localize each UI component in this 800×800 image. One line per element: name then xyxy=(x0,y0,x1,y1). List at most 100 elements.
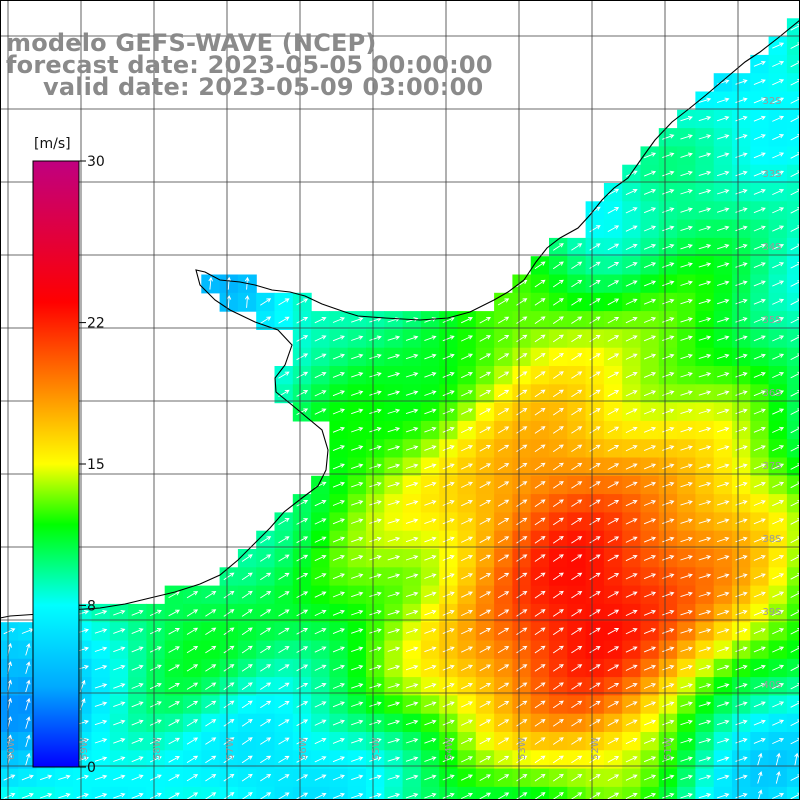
wind-arrow xyxy=(442,408,455,415)
wind-arrow xyxy=(369,481,382,488)
wind-arrow xyxy=(461,628,473,635)
wind-arrow xyxy=(241,609,253,617)
wind-arrow xyxy=(516,389,528,398)
speed-cell xyxy=(786,347,800,367)
wind-arrow xyxy=(205,737,217,745)
wind-arrow xyxy=(716,610,730,616)
speed-cell xyxy=(750,786,770,800)
wind-arrow xyxy=(497,572,510,580)
wind-arrow xyxy=(168,756,180,763)
wind-arrow xyxy=(735,500,748,506)
wind-arrow xyxy=(753,500,766,506)
wind-arrow xyxy=(735,298,748,305)
speed-cell xyxy=(786,713,800,733)
wind-arrow xyxy=(643,701,657,708)
wind-arrow xyxy=(698,536,712,543)
wind-arrow xyxy=(571,389,583,398)
wind-arrow xyxy=(571,755,583,764)
wind-arrow xyxy=(772,188,785,196)
wind-arrow xyxy=(643,170,657,177)
wind-arrow xyxy=(405,646,419,652)
speed-cell xyxy=(786,164,800,184)
wind-arrow xyxy=(772,463,785,470)
wind-arrow xyxy=(278,755,290,763)
wind-arrow xyxy=(589,353,601,361)
wind-arrow xyxy=(680,280,693,286)
wind-arrow xyxy=(698,445,712,451)
wind-arrow xyxy=(369,555,382,561)
wind-arrow xyxy=(351,774,364,781)
wind-arrow xyxy=(461,481,473,488)
wind-arrow xyxy=(516,572,528,581)
wind-arrow xyxy=(716,280,730,286)
wind-arrow xyxy=(772,298,785,305)
wind-arrow xyxy=(607,591,620,598)
wind-arrow xyxy=(387,701,401,707)
wind-arrow xyxy=(461,353,473,360)
wind-arrow xyxy=(607,243,620,251)
wind-arrow xyxy=(405,591,419,598)
wind-arrow xyxy=(753,701,766,708)
wind-arrow xyxy=(186,700,199,709)
wind-arrow xyxy=(571,261,583,269)
wind-arrow xyxy=(589,572,601,580)
wind-arrow xyxy=(625,518,638,525)
wind-arrow xyxy=(735,225,748,232)
wind-arrow xyxy=(662,719,675,726)
wind-arrow xyxy=(278,737,290,745)
latitude-label: 36S xyxy=(762,388,781,399)
speed-cell xyxy=(549,786,568,800)
wind-arrow xyxy=(223,737,235,745)
wind-arrow xyxy=(296,499,309,507)
wind-arrow xyxy=(516,773,528,782)
longitude-label: 56W xyxy=(298,737,309,760)
speed-cell xyxy=(786,567,800,587)
wind-arrow xyxy=(662,170,675,177)
wind-arrow xyxy=(296,737,309,745)
wind-arrow xyxy=(314,609,327,617)
wind-arrow xyxy=(479,646,492,653)
wind-arrow xyxy=(424,536,437,543)
wind-arrow xyxy=(186,774,199,782)
wind-arrow xyxy=(278,664,290,672)
wind-arrow xyxy=(314,317,327,324)
valid-date: valid date: 2023-05-09 03:00:00 xyxy=(43,73,484,101)
wind-arrow xyxy=(278,298,290,306)
wind-arrow xyxy=(332,701,345,708)
wind-arrow xyxy=(794,752,799,766)
colorbar-tick-label: 15 xyxy=(87,457,105,473)
wind-arrow xyxy=(534,279,546,288)
wind-arrow xyxy=(753,60,766,67)
wind-arrow xyxy=(369,628,382,634)
wind-arrow xyxy=(296,554,309,562)
wind-arrow xyxy=(332,500,345,506)
speed-cell xyxy=(786,237,800,257)
wind-arrow xyxy=(387,372,401,378)
wind-arrow xyxy=(534,499,546,507)
wind-arrow xyxy=(351,372,364,378)
wind-arrow xyxy=(278,627,290,635)
wind-arrow xyxy=(405,536,419,543)
wind-arrow xyxy=(113,664,126,671)
wind-arrow xyxy=(461,774,473,781)
wind-arrow xyxy=(571,554,583,562)
wind-arrow xyxy=(497,536,510,544)
wind-arrow xyxy=(205,792,217,800)
wind-arrow xyxy=(351,719,364,726)
wind-arrow xyxy=(643,518,657,525)
wind-arrow xyxy=(461,500,473,507)
wind-arrow xyxy=(369,683,382,689)
wind-arrow xyxy=(735,573,748,579)
wind-arrow xyxy=(223,792,235,800)
wind-arrow xyxy=(772,225,785,232)
wind-arrow xyxy=(643,737,657,744)
wind-arrow xyxy=(332,737,345,744)
wind-arrow xyxy=(589,408,601,416)
model-title: modelo GEFS-WAVE (NCEP) xyxy=(6,29,377,57)
wind-arrow xyxy=(680,683,693,689)
wind-arrow xyxy=(607,518,620,525)
wind-arrow xyxy=(534,389,546,398)
wind-arrow xyxy=(168,792,180,800)
wind-arrow xyxy=(479,682,492,690)
wind-arrow xyxy=(223,664,235,672)
